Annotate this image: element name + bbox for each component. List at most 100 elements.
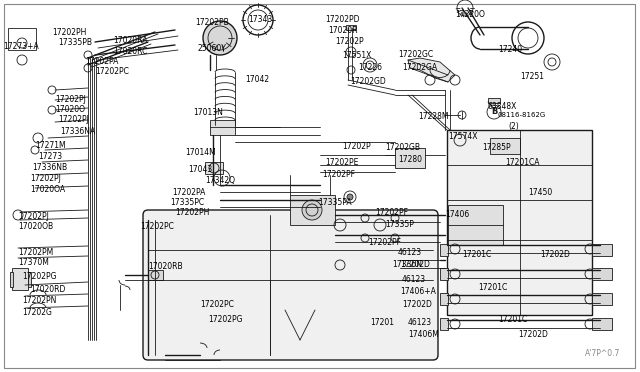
Text: 17020RC: 17020RC [113, 47, 147, 56]
Text: 46123: 46123 [398, 248, 422, 257]
Bar [488, 98, 500, 103]
Text: 17202GC: 17202GC [398, 50, 433, 59]
Text: B: B [491, 108, 497, 116]
Text: 17273: 17273 [38, 152, 62, 161]
Bar [8, 28, 36, 50]
Text: 17202G: 17202G [22, 308, 52, 317]
Text: 17273+A: 17273+A [3, 42, 39, 51]
Text: 17406M: 17406M [408, 330, 439, 339]
Text: 17406+A: 17406+A [400, 287, 436, 296]
Text: 17202PC: 17202PC [95, 67, 129, 76]
Bar [395, 148, 425, 168]
Text: 17201C: 17201C [462, 250, 492, 259]
Text: 25060Y: 25060Y [198, 44, 227, 53]
Text: 17202PM: 17202PM [18, 248, 53, 257]
Text: 17202PC: 17202PC [200, 300, 234, 309]
Text: 17574X: 17574X [448, 132, 477, 141]
Bar [592, 318, 612, 330]
Bar [447, 130, 592, 315]
Text: 17202D: 17202D [540, 250, 570, 259]
Bar [448, 205, 503, 245]
Bar [592, 244, 612, 256]
Circle shape [302, 200, 322, 220]
Text: A'7P^0.7: A'7P^0.7 [584, 349, 620, 358]
Text: 17335PC: 17335PC [170, 198, 204, 207]
Bar [440, 293, 448, 305]
Text: 17551X: 17551X [342, 51, 371, 60]
Bar [10, 272, 13, 287]
Text: 17202GB: 17202GB [385, 143, 420, 152]
Circle shape [203, 21, 237, 55]
Bar [592, 293, 612, 305]
Text: 17202P: 17202P [342, 142, 371, 151]
Text: 17335PA: 17335PA [318, 198, 351, 207]
Text: 17285P: 17285P [482, 143, 511, 152]
Text: 17201C: 17201C [498, 315, 527, 324]
Text: 17020RB: 17020RB [148, 262, 182, 271]
Text: 17020RA: 17020RA [113, 36, 147, 45]
Text: 17020RD: 17020RD [30, 285, 65, 294]
Bar [148, 270, 163, 280]
Text: 17335PB: 17335PB [58, 38, 92, 47]
Text: 17201C: 17201C [478, 283, 508, 292]
Text: 17202PB: 17202PB [195, 18, 228, 27]
Text: 08116-8162G: 08116-8162G [498, 112, 547, 118]
Text: 63848X: 63848X [487, 102, 516, 111]
Polygon shape [408, 58, 455, 82]
Bar [440, 318, 448, 330]
Text: 17220O: 17220O [455, 10, 485, 19]
Text: (2): (2) [508, 122, 519, 131]
Text: 17202PJ: 17202PJ [58, 115, 89, 124]
Text: 17202PF: 17202PF [375, 208, 408, 217]
Text: 17251: 17251 [520, 72, 544, 81]
Bar [210, 120, 235, 135]
Text: 17202PH: 17202PH [52, 28, 86, 37]
Text: 17020R: 17020R [328, 26, 358, 35]
Text: 17042: 17042 [245, 75, 269, 84]
Text: 46123: 46123 [402, 275, 426, 284]
Text: 17202PJ: 17202PJ [18, 212, 49, 221]
Text: 17014M: 17014M [185, 148, 216, 157]
Text: 17020O: 17020O [55, 105, 85, 114]
Text: 17202PJ: 17202PJ [30, 174, 61, 183]
Text: 17202PG: 17202PG [22, 272, 56, 281]
Text: 17202PE: 17202PE [325, 158, 358, 167]
Text: 17202GD: 17202GD [350, 77, 386, 86]
Bar [440, 268, 448, 280]
Text: 17343: 17343 [248, 15, 272, 24]
Bar [440, 244, 448, 256]
Text: 17202PH: 17202PH [175, 208, 209, 217]
Text: 17271M: 17271M [35, 141, 66, 150]
Bar [290, 195, 335, 225]
Text: 17202PJ: 17202PJ [55, 95, 86, 104]
Text: 17406: 17406 [445, 210, 469, 219]
Text: 17336NA: 17336NA [60, 127, 95, 136]
Circle shape [347, 194, 353, 200]
Text: 17202GA: 17202GA [402, 63, 437, 72]
Text: 17202PA: 17202PA [85, 57, 118, 66]
Text: 17202D: 17202D [400, 260, 430, 269]
Text: 17240: 17240 [498, 45, 522, 54]
Text: 17043: 17043 [188, 165, 212, 174]
Text: 17020OB: 17020OB [18, 222, 53, 231]
Text: 17202D: 17202D [518, 330, 548, 339]
Bar [28, 272, 31, 287]
Text: 17202P: 17202P [335, 37, 364, 46]
Text: 17336NB: 17336NB [32, 163, 67, 172]
Text: 17020OA: 17020OA [30, 185, 65, 194]
Text: 17013N: 17013N [193, 108, 223, 117]
Text: 17342Q: 17342Q [205, 176, 235, 185]
Text: 17202PA: 17202PA [172, 188, 205, 197]
Text: 17202PF: 17202PF [368, 238, 401, 247]
Text: 17202PD: 17202PD [325, 15, 360, 24]
Text: 17202PN: 17202PN [22, 296, 56, 305]
Text: 17228M: 17228M [418, 112, 449, 121]
Text: 17280: 17280 [398, 155, 422, 164]
Text: 17202PC: 17202PC [140, 222, 174, 231]
Text: 46123: 46123 [408, 318, 432, 327]
Text: 17370M: 17370M [18, 258, 49, 267]
Bar [12, 268, 28, 290]
Text: 17202PF: 17202PF [322, 170, 355, 179]
FancyBboxPatch shape [143, 210, 438, 360]
Text: 17336N: 17336N [392, 260, 422, 269]
